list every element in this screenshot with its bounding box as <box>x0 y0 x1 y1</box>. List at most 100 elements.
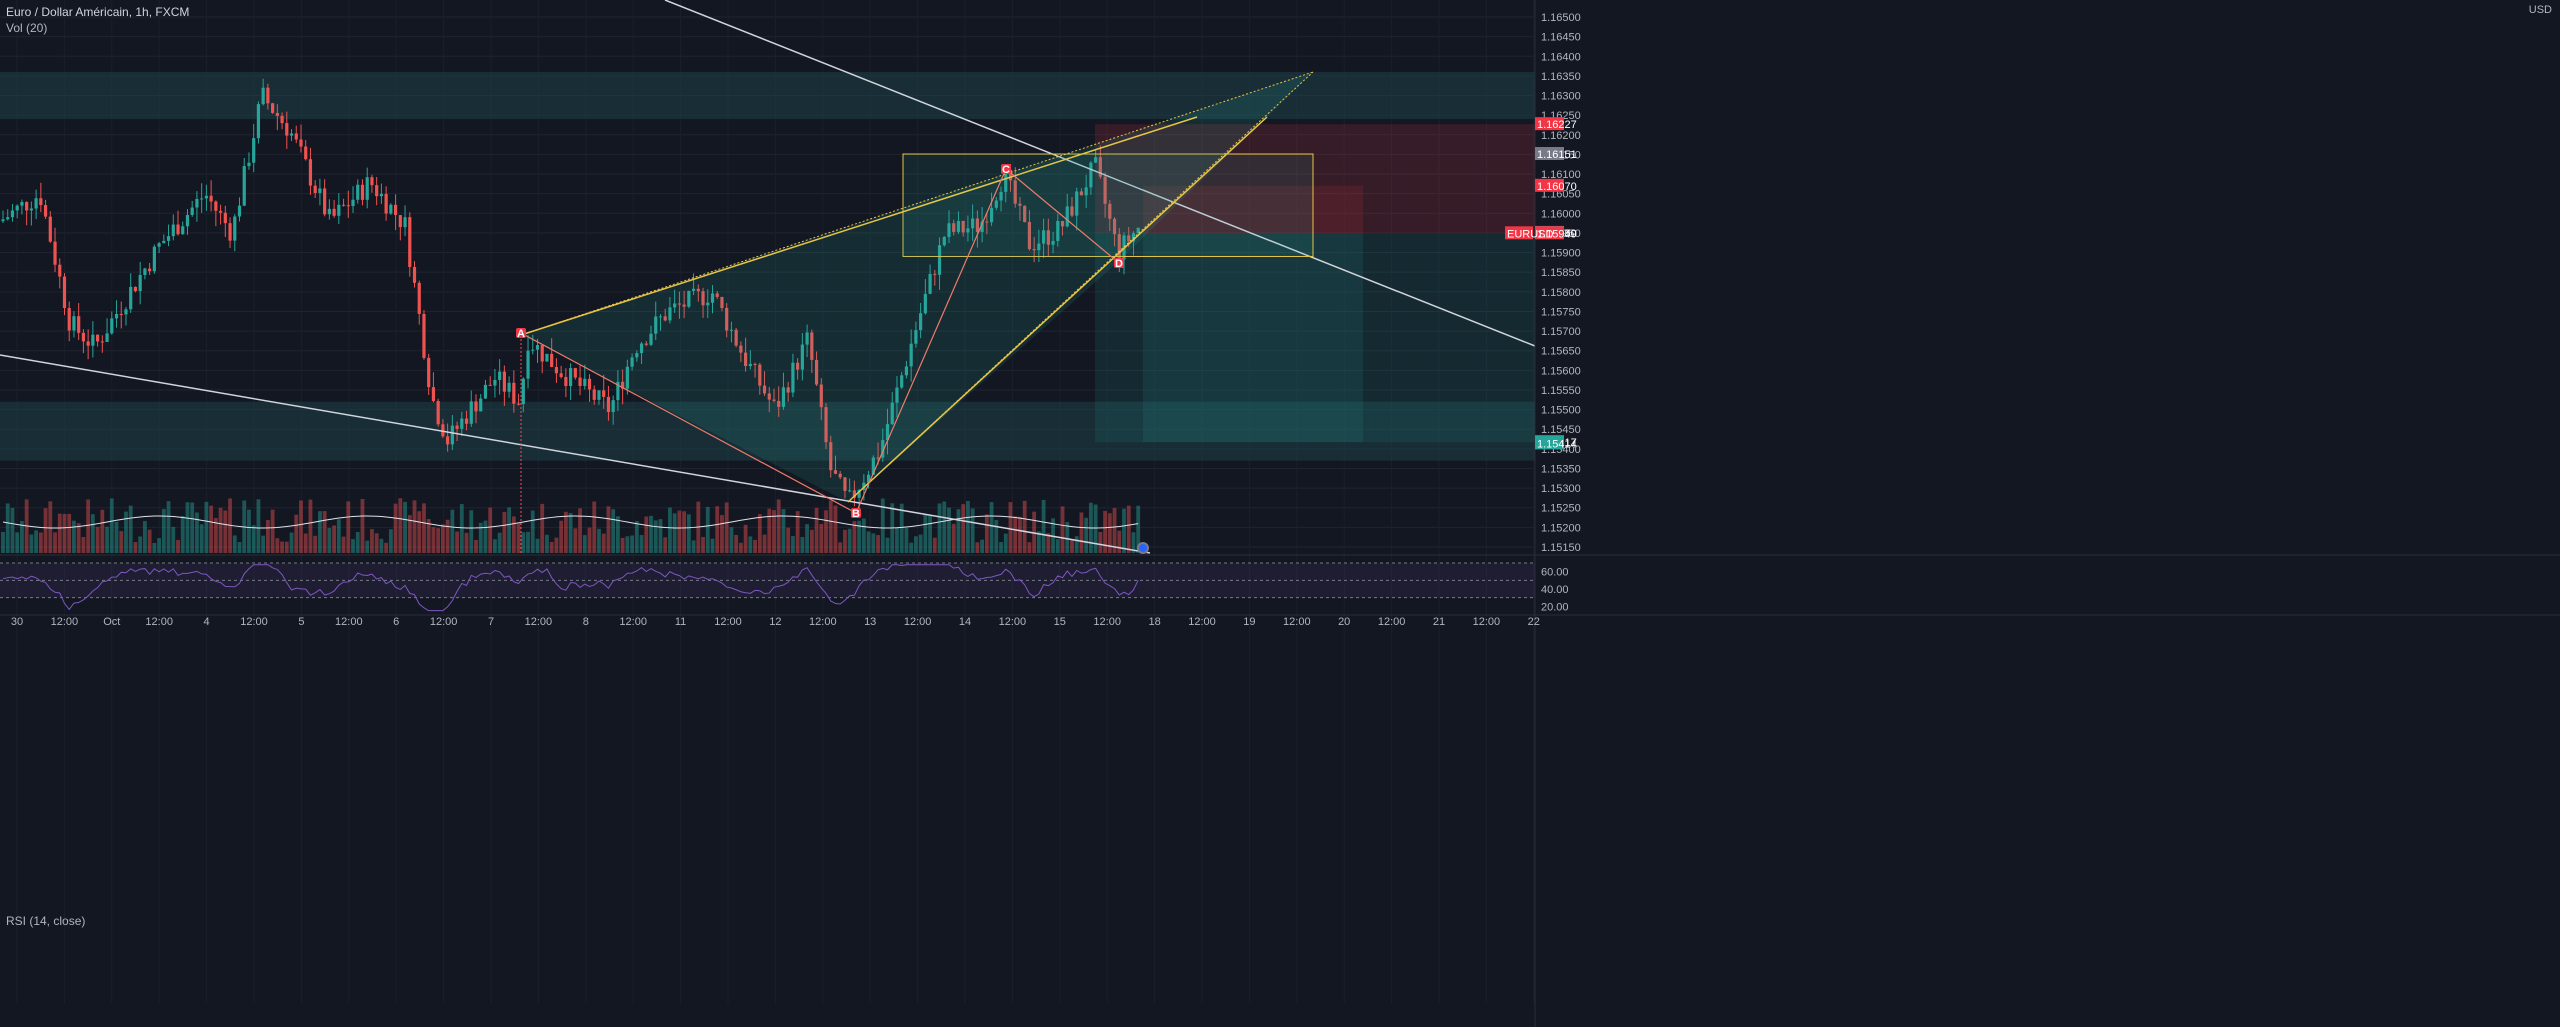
candle <box>942 236 946 246</box>
wedge-upper-projection <box>520 71 1314 336</box>
volume-bar <box>904 528 909 553</box>
price-tick-label: 1.16450 <box>1541 32 1581 44</box>
volume-bar <box>1136 505 1141 553</box>
candle <box>625 366 629 389</box>
candle <box>521 378 525 405</box>
candle <box>124 309 128 315</box>
time-tick-label: 12:00 <box>1283 616 1311 628</box>
volume-bar <box>819 524 824 553</box>
price-tick-label: 1.15350 <box>1541 463 1581 475</box>
volume-bar <box>464 532 469 553</box>
volume-bar <box>658 519 663 553</box>
volume-bar <box>639 535 644 553</box>
price-axis[interactable]: 1.16500 1.16450 1.16400 1.16350 1.16300 1.162… <box>1505 0 1581 1027</box>
volume-bar <box>942 501 947 553</box>
candle <box>644 343 648 345</box>
volume-bar <box>781 509 786 553</box>
candle <box>389 204 393 214</box>
price-tick-label: 1.15450 <box>1541 424 1581 436</box>
price-tick-label: 1.16200 <box>1541 130 1581 142</box>
sr-zone <box>0 401 1535 461</box>
price-badge-label: 1.15949 <box>1537 228 1577 240</box>
volume-bar <box>20 521 24 553</box>
volume-bar <box>232 535 237 553</box>
position-stop-area-2 <box>1143 185 1363 234</box>
volume-bar <box>422 503 426 553</box>
volume-bar <box>157 538 161 553</box>
price-badge: 1.15414 <box>1535 436 1577 450</box>
candle <box>209 195 213 202</box>
symbol-title[interactable]: Euro / Dollar Américain, 1h, FXCM <box>6 5 190 19</box>
volume-bar <box>597 528 601 553</box>
candle <box>710 293 715 303</box>
volume-bar <box>53 532 57 553</box>
time-tick-label: 12:00 <box>619 616 647 628</box>
volume-bar <box>630 535 634 553</box>
volume-bar <box>1131 532 1136 553</box>
candle <box>1084 187 1088 196</box>
candle <box>706 302 710 306</box>
candle <box>843 477 847 491</box>
volume-bar <box>1084 517 1089 553</box>
candle <box>294 133 298 140</box>
volume-bar <box>876 535 880 553</box>
time-tick-label: 7 <box>488 616 494 628</box>
volume-bar <box>601 533 606 553</box>
time-tick-label: 12:00 <box>335 616 363 628</box>
candle <box>800 344 804 370</box>
position-tool[interactable] <box>1095 124 1535 443</box>
time-tick-label: 12:00 <box>999 616 1027 628</box>
candle <box>455 425 459 429</box>
volume-bars <box>1 498 1141 553</box>
candle <box>569 368 573 387</box>
price-badge-bg <box>1535 117 1564 131</box>
candle <box>412 266 417 283</box>
time-tick-label: 11 <box>675 616 686 628</box>
candle <box>881 440 885 458</box>
candle <box>185 214 190 227</box>
volume-bar <box>469 510 474 553</box>
candle <box>1103 176 1107 204</box>
candle <box>450 425 454 445</box>
volume-bar <box>861 518 866 553</box>
candle <box>980 221 984 232</box>
volume-bar <box>734 534 739 553</box>
volume-bar <box>1008 502 1013 553</box>
volume-bar <box>923 514 928 553</box>
replay-dot <box>1137 542 1149 554</box>
candle <box>1042 230 1046 244</box>
candle <box>1127 235 1131 242</box>
volume-bar <box>625 536 630 553</box>
time-tick-label: 12:00 <box>809 616 837 628</box>
volume-bar <box>294 514 299 553</box>
volume-bar <box>237 542 242 553</box>
volume-legend[interactable]: Vol (20) <box>6 21 48 35</box>
candle <box>436 401 440 425</box>
volume-bar <box>866 531 871 553</box>
candle <box>512 382 516 404</box>
drawings[interactable]: A B C D <box>0 0 1536 554</box>
pattern-point-a: A <box>516 328 526 340</box>
candle <box>200 198 204 200</box>
grid <box>0 16 1535 548</box>
candle <box>554 367 559 374</box>
wedge-lower-projection <box>847 71 1314 503</box>
volume-bar <box>355 532 360 553</box>
volume-bar <box>786 527 791 553</box>
rsi-legend[interactable]: RSI (14, close) <box>6 914 86 928</box>
candle <box>909 343 913 367</box>
candle <box>919 313 923 331</box>
candle <box>351 199 355 207</box>
candle <box>767 393 771 400</box>
candle <box>119 314 123 316</box>
volume-bar <box>445 519 450 553</box>
volume-bar <box>100 509 105 553</box>
volume-bar <box>393 503 398 553</box>
time-axis[interactable]: 30 12:00 Oct 12:00 4 12:00 5 12:00 6 12:00 7 12:00 8… <box>0 614 2560 628</box>
candle <box>176 224 180 235</box>
pattern-point-b: B <box>851 508 861 520</box>
volume-bar <box>327 527 332 553</box>
candle <box>531 349 535 351</box>
volume-bar <box>795 511 800 553</box>
